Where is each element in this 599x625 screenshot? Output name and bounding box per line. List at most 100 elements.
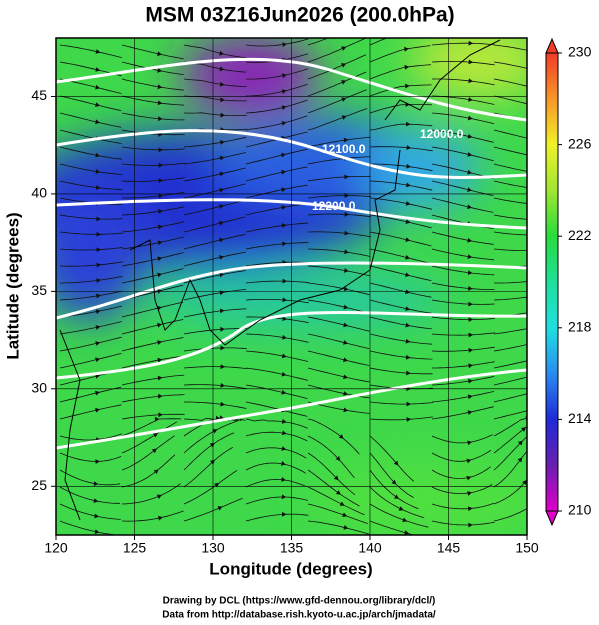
streamline xyxy=(245,115,308,131)
streamline xyxy=(183,270,246,284)
arrowhead xyxy=(335,490,341,495)
arrowhead xyxy=(156,494,162,500)
streamline xyxy=(121,394,185,403)
streamline xyxy=(493,328,527,335)
streamline xyxy=(59,231,123,235)
arrowhead xyxy=(406,182,411,188)
arrowhead xyxy=(95,325,101,330)
arrowhead xyxy=(404,64,410,70)
streamline xyxy=(307,195,371,199)
arrowhead xyxy=(281,353,287,359)
arrowhead xyxy=(282,42,287,48)
streamline xyxy=(493,95,527,105)
arrowhead xyxy=(157,375,163,381)
arrowhead xyxy=(404,530,410,535)
streamline xyxy=(369,367,433,375)
arrowhead xyxy=(154,416,160,422)
arrowhead xyxy=(530,103,534,107)
streamline xyxy=(121,301,184,318)
arrowhead xyxy=(94,513,100,519)
arrowhead xyxy=(157,272,163,278)
arrowhead xyxy=(467,270,473,276)
streamline xyxy=(307,136,371,148)
streamline xyxy=(307,316,370,332)
streamline xyxy=(245,513,309,522)
streamline xyxy=(307,435,355,478)
arrowhead xyxy=(95,459,100,465)
arrowhead xyxy=(344,174,349,180)
arrowhead xyxy=(281,511,287,517)
arrowhead xyxy=(157,67,163,73)
streamline xyxy=(369,435,414,482)
arrowhead xyxy=(219,204,225,209)
streamline xyxy=(493,129,527,139)
colorbar-label: 214 xyxy=(568,410,592,426)
streamline xyxy=(431,265,495,276)
streamline xyxy=(183,384,247,390)
arrowhead xyxy=(341,97,347,102)
arrowhead xyxy=(468,317,474,323)
streamline xyxy=(307,469,360,507)
arrowhead xyxy=(157,322,162,328)
contour-label: 12000.0 xyxy=(420,127,464,141)
arrowhead xyxy=(157,256,163,262)
arrowhead xyxy=(158,193,164,199)
y-axis-label: Latitude (degrees) xyxy=(3,212,22,359)
arrowhead xyxy=(281,205,287,210)
arrowhead xyxy=(95,102,100,108)
arrowhead xyxy=(94,529,100,535)
streamline xyxy=(431,299,495,305)
streamline xyxy=(59,112,122,128)
streamline xyxy=(493,376,527,386)
streamline xyxy=(307,265,371,277)
arrowhead xyxy=(530,170,534,174)
arrowhead xyxy=(530,358,534,362)
arrowhead xyxy=(468,59,474,65)
arrowhead xyxy=(406,163,411,169)
streamline xyxy=(183,347,247,352)
arrowhead xyxy=(220,97,225,103)
streamline xyxy=(493,478,527,505)
streamline xyxy=(493,393,527,403)
arrowhead xyxy=(406,121,411,127)
streamline xyxy=(245,68,308,80)
arrowhead xyxy=(158,162,164,168)
streamline xyxy=(493,163,527,172)
arrowhead xyxy=(96,216,101,222)
arrowhead xyxy=(93,498,99,503)
arrowhead xyxy=(95,309,101,315)
streamline xyxy=(369,248,432,264)
streamline xyxy=(121,206,185,216)
arrowhead xyxy=(220,112,225,118)
streamline xyxy=(183,136,247,148)
streamline xyxy=(493,44,527,51)
arrowhead xyxy=(342,512,348,518)
arrowhead xyxy=(530,49,534,53)
streamline xyxy=(183,328,247,335)
streamline xyxy=(245,166,308,182)
streamline xyxy=(307,38,330,46)
streamline xyxy=(431,434,493,444)
streamline xyxy=(245,222,309,233)
streamline xyxy=(245,148,308,165)
streamline xyxy=(307,213,371,218)
y-tick-label: 30 xyxy=(31,380,47,396)
streamline xyxy=(493,146,527,156)
streamline xyxy=(121,95,185,106)
streamline xyxy=(183,289,247,301)
coastline xyxy=(59,39,501,521)
arrowhead xyxy=(95,152,101,158)
arrowhead xyxy=(158,131,163,137)
arrowhead xyxy=(468,40,474,46)
streamline xyxy=(183,152,246,165)
arrowhead xyxy=(529,391,533,395)
arrowhead xyxy=(406,417,412,422)
arrowhead xyxy=(219,308,225,314)
arrowhead xyxy=(281,389,287,395)
arrowhead xyxy=(341,115,347,120)
streamline xyxy=(59,503,121,520)
chart-title: MSM 03Z16Jun2026 (200.0hPa) xyxy=(145,4,454,27)
streamline xyxy=(431,316,495,320)
streamline xyxy=(121,146,185,151)
streamline xyxy=(183,420,238,454)
